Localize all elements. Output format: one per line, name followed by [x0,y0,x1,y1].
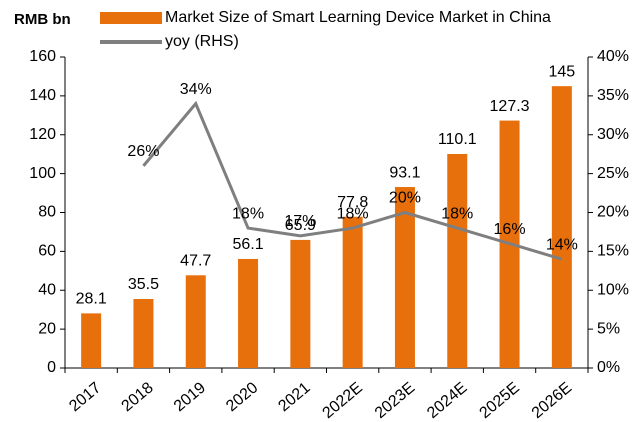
y2-tick-label: 30% [597,126,629,143]
bar [290,239,311,368]
x-tick-label: 2020 [223,379,261,415]
y-tick-label: 160 [29,48,56,65]
legend-swatch-bar [100,12,162,24]
y2-tick-label: 40% [597,48,629,65]
bar [551,86,572,368]
bar [238,258,259,368]
bar-value-label: 93.1 [389,164,420,181]
x-tick-label: 2025E [476,379,522,422]
y-tick-label: 20 [38,320,56,337]
bar-value-label: 56.1 [232,236,263,253]
line-value-label: 26% [127,143,159,160]
x-tick-label: 2023E [372,379,418,422]
line-value-label: 18% [337,205,369,222]
bar-value-label: 110.1 [438,131,477,148]
bar [447,153,468,368]
bar-value-label: 65.9 [285,217,316,234]
y-tick-label: 100 [29,165,56,182]
bar-value-label: 127.3 [490,98,530,115]
x-tick-label: 2019 [171,379,209,415]
y2-tick-label: 15% [597,243,629,260]
y2-tick-label: 10% [597,281,629,298]
line-value-label: 14% [546,236,578,253]
bar [81,313,102,368]
y-axis-label: RMB bn [14,11,71,28]
x-tick-label: 2018 [119,379,157,415]
y2-tick-label: 0% [597,359,620,376]
y-tick-label: 0 [47,359,56,376]
line-value-label: 17% [284,213,316,230]
legend-label: yoy (RHS) [165,33,239,50]
line-value-label: 18% [441,205,473,222]
bar-value-label: 77.8 [337,194,368,211]
y2-tick-label: 25% [597,165,629,182]
line-value-label: 20% [389,190,421,207]
y2-tick-label: 20% [597,204,629,221]
x-tick-label: 2026E [529,379,575,422]
bar-value-label: 35.5 [128,276,159,293]
bar [133,298,154,368]
x-tick-label: 2024E [424,379,470,422]
y-tick-label: 140 [29,87,56,104]
line-value-label: 16% [494,221,526,238]
bar-value-label: 28.1 [76,291,107,308]
bar-value-label: 47.7 [180,253,211,270]
y-tick-label: 40 [38,281,56,298]
bar [394,187,415,368]
line [142,100,563,261]
bar [342,216,363,368]
y-tick-label: 120 [29,126,56,143]
y2-tick-label: 5% [597,320,620,337]
y-tick-label: 80 [38,204,56,221]
y2-tick-label: 35% [597,87,629,104]
bar [185,275,206,368]
x-tick-label: 2022E [320,379,366,422]
y-tick-label: 60 [38,243,56,260]
bar-value-label: 145 [548,63,575,80]
x-tick-label: 2017 [66,379,104,415]
line-value-label: 34% [180,81,212,98]
x-tick-label: 2021 [275,379,313,415]
line-value-label: 18% [232,205,264,222]
legend-label: Market Size of Smart Learning Device Mar… [165,9,551,26]
